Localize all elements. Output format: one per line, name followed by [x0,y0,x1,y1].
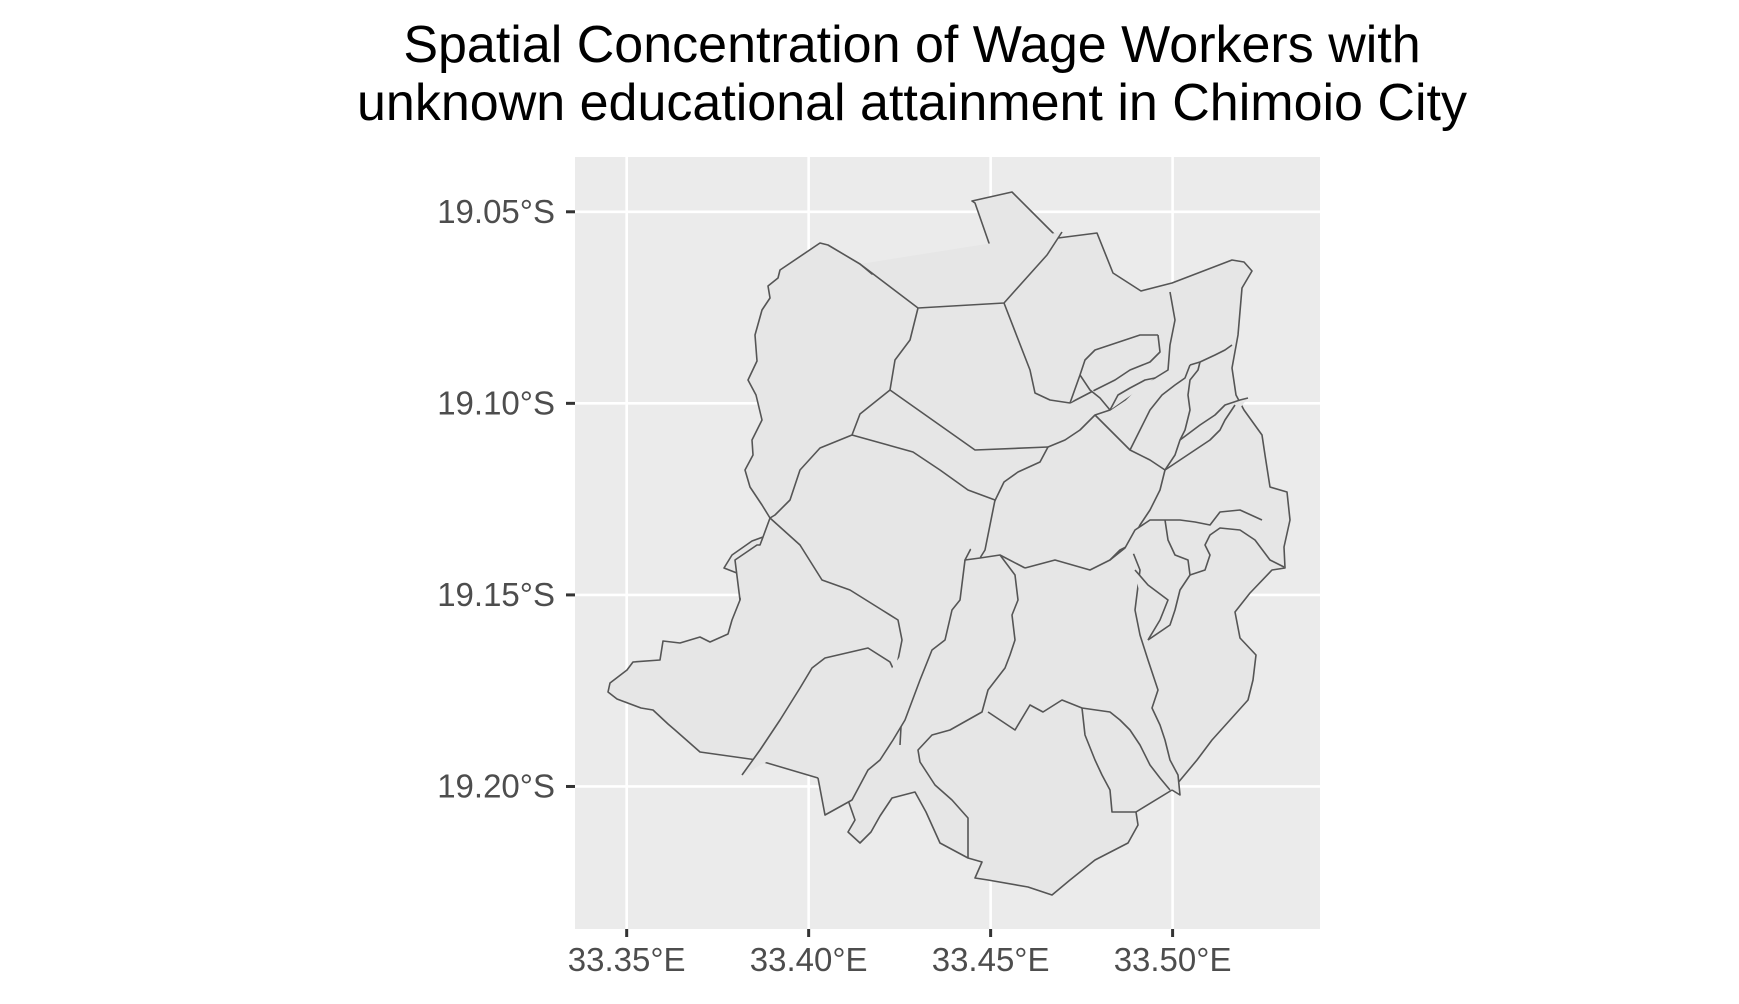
map-title: Spatial Concentration of Wage Workers wi… [330,16,1494,132]
district-border-8 [734,536,764,601]
map-title-line-2: unknown educational attainment in Chimoi… [357,74,1467,132]
district-border-29 [1179,361,1201,441]
district-border-2 [1003,302,1071,404]
x-tick-label-0: 33.35°E [568,941,686,978]
district-border-10 [817,559,966,816]
district-border-15 [1081,707,1136,813]
y-tick-label-2: 19.15°S [437,576,555,613]
y-tick-label-3: 19.20°S [437,767,555,804]
district-border-25 [1069,334,1158,404]
district-border-28 [1189,344,1233,366]
district-border-12 [917,554,1019,858]
district-border-14 [1081,707,1171,791]
y-tick-label-1: 19.10°S [437,384,555,421]
x-tick-label-2: 33.45°E [932,941,1050,978]
district-border-3 [889,307,1049,451]
x-tick-label-1: 33.40°E [750,941,868,978]
district-border-4 [769,389,891,519]
y-tick-label-0: 19.05°S [437,193,555,230]
district-border-21 [1134,569,1169,641]
y-axis: 19.05°S 19.10°S 19.15°S 19.20°S [437,193,575,804]
district-border-24 [1129,364,1191,451]
district-polygons [607,191,1291,896]
district-border-9 [741,647,904,776]
district-border-13 [987,699,1083,731]
district-border-17 [1069,334,1161,404]
district-border-26 [1079,374,1111,411]
map-title-line-1: Spatial Concentration of Wage Workers wi… [403,16,1421,74]
district-border-18 [1129,397,1249,546]
district-border-19 [1109,509,1263,561]
x-axis: 33.35°E 33.40°E 33.45°E 33.50°E [568,929,1232,978]
district-border-30 [1164,404,1236,471]
district-border-23 [1094,414,1166,471]
district-border-27 [1109,377,1156,411]
district-border-11 [1024,544,1181,796]
district-border-22 [1189,527,1285,576]
x-tick-label-3: 33.50°E [1114,941,1232,978]
district-border-6 [851,434,996,559]
